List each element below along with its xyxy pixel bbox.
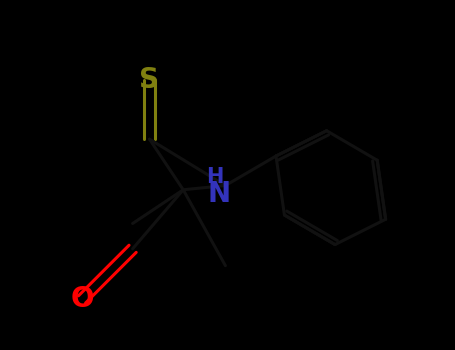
Text: N: N — [207, 180, 231, 208]
Text: S: S — [140, 66, 160, 94]
Text: H: H — [206, 167, 223, 187]
Text: O: O — [70, 285, 94, 313]
